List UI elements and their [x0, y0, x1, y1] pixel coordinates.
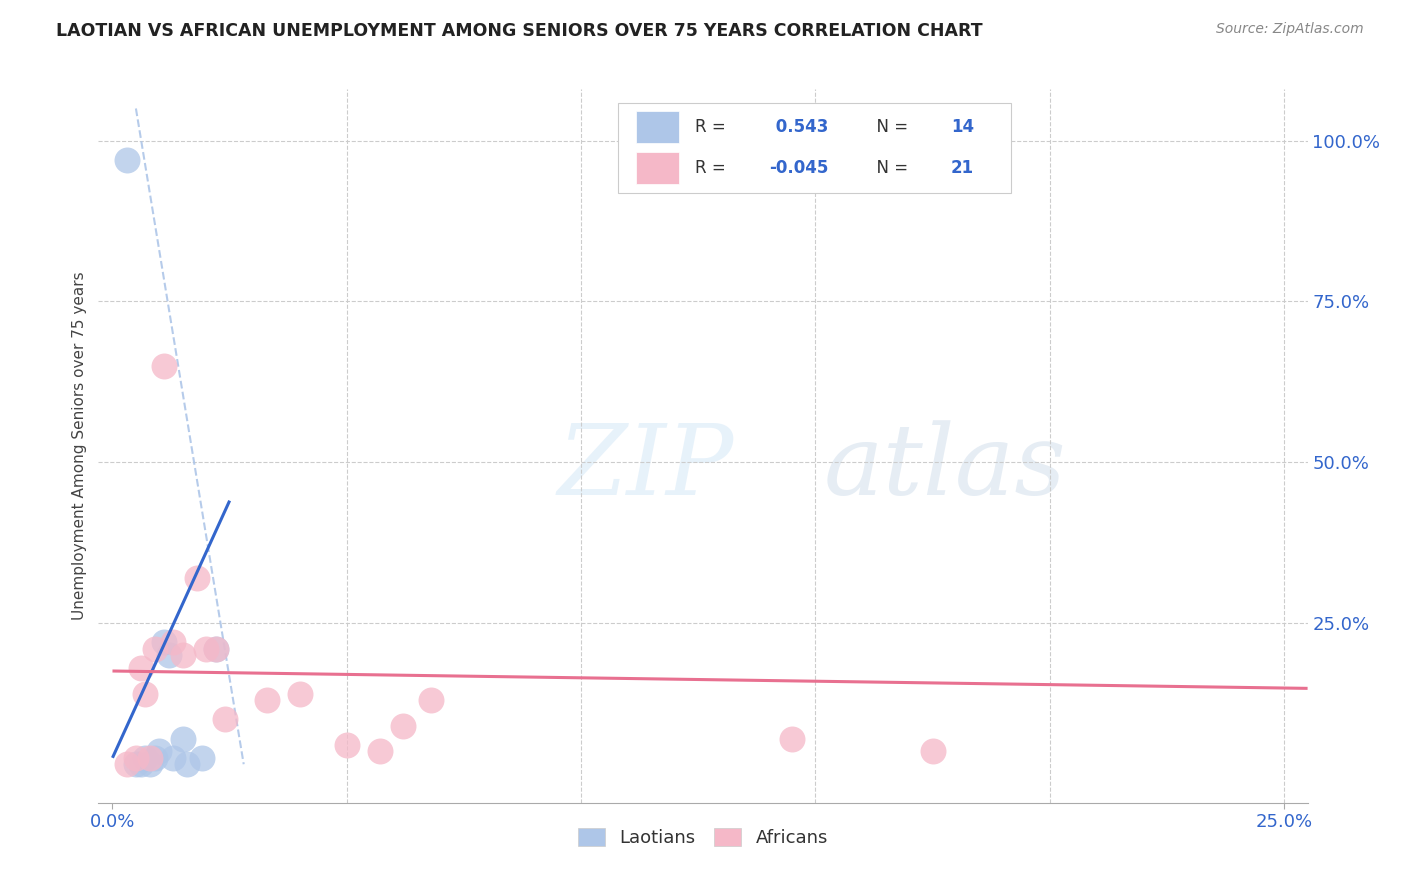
Point [256, 693, 278, 707]
Text: LAOTIAN VS AFRICAN UNEMPLOYMENT AMONG SENIORS OVER 75 YEARS CORRELATION CHART: LAOTIAN VS AFRICAN UNEMPLOYMENT AMONG SE… [56, 22, 983, 40]
Point [921, 744, 943, 758]
FancyBboxPatch shape [637, 111, 679, 143]
Text: N =: N = [866, 159, 914, 177]
Point [214, 712, 236, 726]
Point [134, 686, 156, 700]
Text: Source: ZipAtlas.com: Source: ZipAtlas.com [1216, 22, 1364, 37]
Point [129, 757, 152, 772]
Point [420, 693, 443, 707]
Point [162, 635, 184, 649]
FancyBboxPatch shape [619, 103, 1011, 193]
Y-axis label: Unemployment Among Seniors over 75 years: Unemployment Among Seniors over 75 years [72, 272, 87, 620]
Point [139, 751, 162, 765]
Text: atlas: atlas [824, 420, 1067, 515]
Text: 0.543: 0.543 [769, 118, 828, 136]
Point [204, 641, 226, 656]
Text: R =: R = [695, 118, 731, 136]
Point [153, 635, 176, 649]
Point [125, 751, 148, 765]
Point [153, 359, 176, 373]
Point [125, 757, 148, 772]
Point [148, 744, 170, 758]
Point [204, 641, 226, 656]
Text: 14: 14 [950, 118, 974, 136]
Legend: Laotians, Africans: Laotians, Africans [571, 821, 835, 855]
Text: R =: R = [695, 159, 731, 177]
Point [143, 751, 166, 765]
Text: N =: N = [866, 118, 914, 136]
Point [172, 648, 194, 662]
Point [780, 731, 803, 746]
Point [288, 686, 311, 700]
Point [115, 153, 138, 167]
Point [368, 744, 391, 758]
FancyBboxPatch shape [637, 152, 679, 184]
Point [129, 661, 152, 675]
Text: -0.045: -0.045 [769, 159, 830, 177]
Point [176, 757, 198, 772]
Point [162, 751, 184, 765]
Text: 21: 21 [950, 159, 974, 177]
Point [336, 738, 359, 752]
Point [115, 757, 138, 772]
Point [186, 571, 208, 585]
Point [143, 641, 166, 656]
Point [190, 751, 212, 765]
Point [172, 731, 194, 746]
Point [134, 751, 156, 765]
Point [157, 648, 180, 662]
Point [139, 757, 162, 772]
Point [392, 719, 415, 733]
Point [195, 641, 218, 656]
Text: ZIP: ZIP [558, 420, 734, 515]
